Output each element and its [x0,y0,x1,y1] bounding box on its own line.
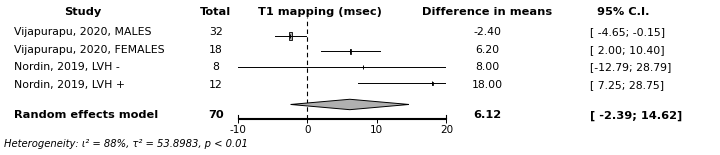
Text: [ 2.00; 10.40]: [ 2.00; 10.40] [590,45,665,55]
Text: T1 mapping (msec): T1 mapping (msec) [258,7,382,17]
Text: 95% C.I.: 95% C.I. [597,7,649,17]
Text: -2.40: -2.40 [474,27,501,37]
Text: [ -2.39; 14.62]: [ -2.39; 14.62] [590,110,683,121]
Text: 18.00: 18.00 [472,80,503,90]
Text: Random effects model: Random effects model [14,111,158,120]
Text: Nordin, 2019, LVH +: Nordin, 2019, LVH + [14,80,125,90]
Bar [432,82,433,84]
Text: 18: 18 [209,45,223,55]
Text: 32: 32 [209,27,223,37]
Text: 12: 12 [209,80,223,90]
Bar [362,66,364,68]
Polygon shape [291,99,409,110]
Text: [ -4.65; -0.15]: [ -4.65; -0.15] [590,27,665,37]
Text: Difference in means: Difference in means [423,7,552,17]
Text: Study: Study [64,7,102,17]
Text: Vijapurapu, 2020, FEMALES: Vijapurapu, 2020, FEMALES [14,45,165,55]
Text: Heterogeneity: ι² = 88%, τ² = 53.8983, p < 0.01: Heterogeneity: ι² = 88%, τ² = 53.8983, p… [4,139,248,149]
Text: 8.00: 8.00 [475,62,500,72]
Text: [ 7.25; 28.75]: [ 7.25; 28.75] [590,80,665,90]
Text: [-12.79; 28.79]: [-12.79; 28.79] [590,62,672,72]
Bar [349,49,351,54]
Text: 6.12: 6.12 [473,111,502,120]
Text: 6.20: 6.20 [475,45,500,55]
Text: 8: 8 [212,62,220,72]
Text: 70: 70 [208,111,224,120]
Text: Vijapurapu, 2020, MALES: Vijapurapu, 2020, MALES [14,27,152,37]
Text: Nordin, 2019, LVH -: Nordin, 2019, LVH - [14,62,120,72]
Bar [289,32,292,40]
Text: Total: Total [200,7,232,17]
